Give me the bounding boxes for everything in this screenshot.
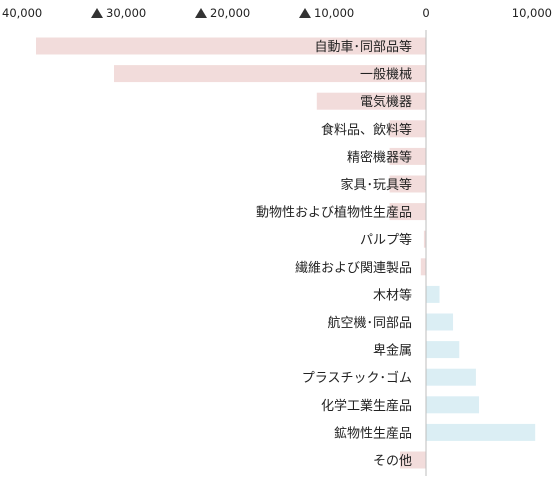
category-label: 家具･玩具等 [340, 177, 412, 193]
x-tick-1: 30,000 [91, 6, 146, 20]
category-label: パルプ等 [360, 232, 412, 248]
category-label: その他 [373, 454, 412, 469]
bar-2 [316, 92, 426, 110]
category-label: 鉱物性生産品 [334, 425, 412, 441]
category-label: 化学工業生産品 [321, 398, 412, 414]
bar-1 [114, 65, 426, 83]
bar-8 [420, 258, 426, 276]
bar-10 [426, 313, 454, 331]
negative-triangle-icon [91, 8, 103, 18]
category-label: 木材等 [373, 287, 412, 303]
category-label: プラスチック･ゴム [302, 370, 412, 386]
bar-15 [400, 451, 426, 469]
bar-12 [426, 368, 476, 386]
x-tick-3: 10,000 [299, 6, 354, 20]
bar-0 [36, 37, 426, 55]
x-tick-4: 0 [422, 6, 429, 20]
bar-4 [389, 147, 426, 165]
x-tick-label: 10,000 [314, 6, 354, 20]
x-axis-ticks: 40,000 30,000 20,000 10,000 0 10,000 [2, 6, 552, 20]
bar-5 [389, 175, 426, 193]
x-tick-label: 10,000 [512, 6, 552, 20]
x-tick-5: 10,000 [512, 6, 552, 20]
x-tick-2: 20,000 [195, 6, 250, 20]
bar-6 [389, 203, 426, 221]
x-tick-label: 30,000 [106, 6, 146, 20]
category-label: 一般機械 [360, 67, 412, 83]
category-label: 航空機･同部品 [327, 315, 412, 331]
bar-14 [426, 423, 536, 441]
x-tick-0: 40,000 [2, 6, 42, 20]
category-label: 食料品、飲料等 [321, 122, 412, 138]
category-label: 動物性および植物性生産品 [256, 205, 412, 221]
bars [36, 37, 536, 469]
negative-triangle-icon [299, 8, 311, 18]
x-tick-label: 20,000 [210, 6, 250, 20]
x-tick-label: 40,000 [2, 6, 42, 20]
category-label: 精密機器等 [347, 149, 412, 165]
bar-9 [426, 285, 440, 303]
category-label: 卑金属 [373, 343, 412, 359]
bar-7 [423, 230, 426, 248]
bar-3 [389, 120, 426, 138]
category-label: 繊維および関連製品 [295, 260, 412, 276]
category-label: 電気機器 [360, 94, 412, 110]
x-tick-label: 0 [422, 6, 429, 20]
negative-triangle-icon [195, 8, 207, 18]
category-labels: 自動車･同部品等一般機械電気機器食料品、飲料等精密機器等家具･玩具等動物性および… [256, 39, 412, 469]
bar-13 [426, 396, 480, 414]
category-label: 自動車･同部品等 [314, 39, 412, 55]
bar-11 [426, 341, 460, 359]
